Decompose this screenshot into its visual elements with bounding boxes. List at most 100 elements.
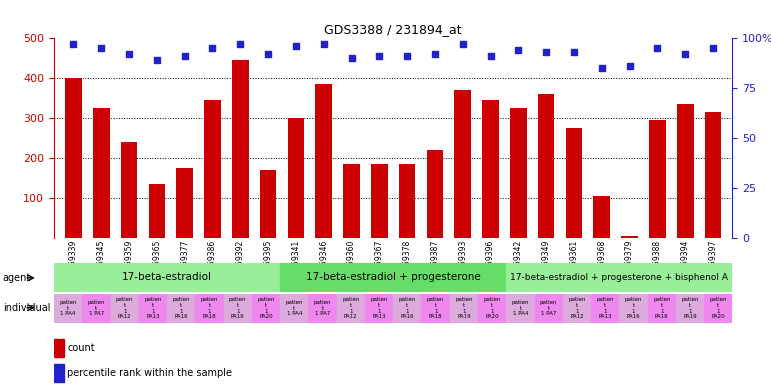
Bar [449,294,478,323]
Text: patien
t
1 PA4: patien t 1 PA4 [285,300,303,316]
Bar [705,112,722,238]
Bar [648,294,676,323]
Bar [224,294,252,323]
Bar [619,294,648,323]
Bar [82,294,110,323]
Point [707,45,719,51]
Bar [399,164,416,238]
Text: agent: agent [3,273,31,283]
Bar [677,104,694,238]
Bar [422,294,449,323]
Bar [280,294,308,323]
Point [679,51,692,58]
Point [484,53,497,60]
Bar [594,196,610,238]
Bar [507,294,534,323]
Point [429,51,441,58]
Point [651,45,664,51]
Bar [167,294,195,323]
Bar [365,294,393,323]
Text: patien
t
1 PA4: patien t 1 PA4 [59,300,77,316]
Text: 17-beta-estradiol: 17-beta-estradiol [122,272,212,283]
Bar [649,120,665,238]
Bar [288,118,305,238]
Text: patien
t
1
PA18: patien t 1 PA18 [427,297,444,319]
Text: patien
t
1
PA18: patien t 1 PA18 [653,297,671,319]
Bar [315,84,332,238]
Bar [534,294,563,323]
Text: patien
t
1
PA12: patien t 1 PA12 [342,297,359,319]
Bar [566,128,582,238]
Bar [308,294,337,323]
Title: GDS3388 / 231894_at: GDS3388 / 231894_at [325,23,462,36]
Text: patien
t
1
PA19: patien t 1 PA19 [682,297,699,319]
Point [123,51,135,58]
Bar [232,60,248,238]
Bar [121,142,137,238]
Bar [337,294,365,323]
Text: 17-beta-estradiol + progesterone + bisphenol A: 17-beta-estradiol + progesterone + bisph… [510,273,729,282]
Point [373,53,386,60]
Bar [343,164,360,238]
Text: 17-beta-estradiol + progesterone: 17-beta-estradiol + progesterone [306,272,480,283]
Bar [204,100,221,238]
Point [95,45,107,51]
Bar [280,263,507,292]
Point [318,41,330,48]
Bar [426,150,443,238]
Text: count: count [68,343,95,353]
Text: percentile rank within the sample: percentile rank within the sample [68,368,233,378]
Point [262,51,274,58]
Bar [478,294,507,323]
Bar [149,184,165,238]
Text: patien
t
1
PA16: patien t 1 PA16 [173,297,190,319]
Text: patien
t
1 PA7: patien t 1 PA7 [540,300,557,316]
Point [456,41,469,48]
Bar [482,100,499,238]
Text: patien
t
1
PA12: patien t 1 PA12 [568,297,586,319]
Bar [371,164,388,238]
Text: patien
t
1 PA7: patien t 1 PA7 [314,300,332,316]
Point [207,45,219,51]
Text: patien
t
1
PA12: patien t 1 PA12 [116,297,133,319]
Point [179,53,191,60]
Text: patien
t
1
PA13: patien t 1 PA13 [597,297,614,319]
Bar [591,294,619,323]
Bar [93,108,109,238]
Bar [704,294,732,323]
Point [512,47,524,53]
Text: patien
t
1
PA16: patien t 1 PA16 [625,297,642,319]
Text: patien
t
1
PA18: patien t 1 PA18 [200,297,218,319]
Bar [393,294,422,323]
Point [67,41,79,48]
Bar [54,364,63,382]
Bar [54,339,63,356]
Text: patien
t
1 PA4: patien t 1 PA4 [512,300,529,316]
Bar [260,170,277,238]
Bar [139,294,167,323]
Bar [110,294,139,323]
Text: patien
t
1
PA13: patien t 1 PA13 [144,297,162,319]
Bar [454,90,471,238]
Text: patien
t
1
PA16: patien t 1 PA16 [399,297,416,319]
Bar [538,94,554,238]
Point [150,57,163,63]
Bar [177,168,193,238]
Bar [54,294,82,323]
Point [234,41,247,48]
Point [290,43,302,50]
Point [345,55,358,61]
Text: patien
t
1
PA20: patien t 1 PA20 [483,297,501,319]
Bar [54,263,280,292]
Text: patien
t
1
PA20: patien t 1 PA20 [258,297,274,319]
Point [540,49,552,55]
Point [401,53,413,60]
Point [624,63,636,70]
Bar [510,108,527,238]
Bar [507,263,732,292]
Bar [563,294,591,323]
Point [595,65,608,71]
Bar [676,294,704,323]
Bar [65,78,82,238]
Text: patien
t
1
PA20: patien t 1 PA20 [709,297,727,319]
